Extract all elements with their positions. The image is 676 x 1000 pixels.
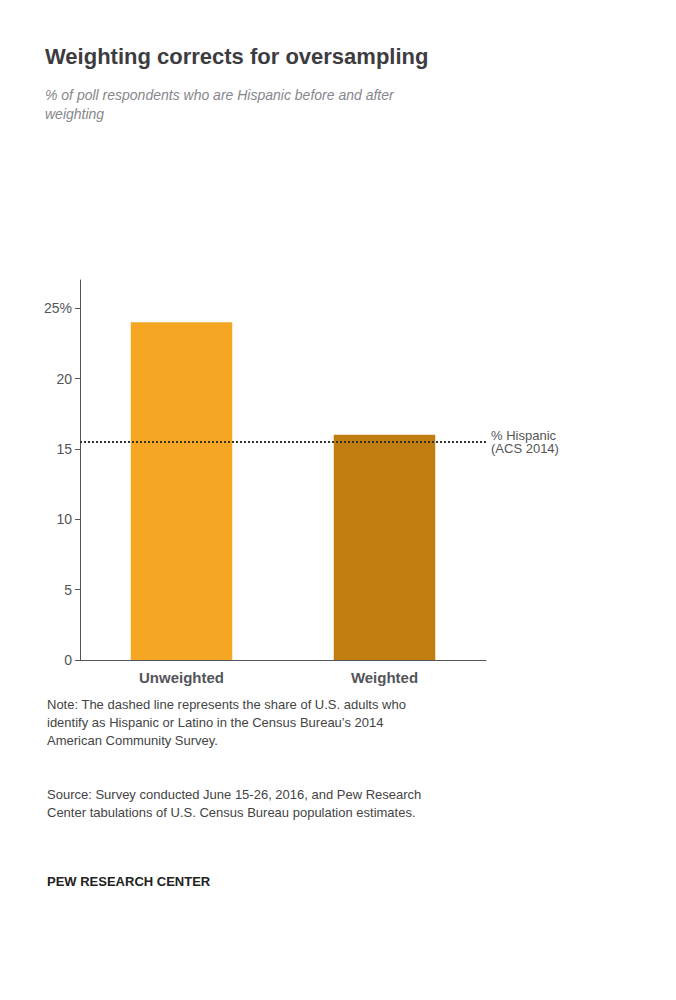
svg-text:(ACS 2014): (ACS 2014) [491,441,559,456]
svg-text:0: 0 [64,652,72,668]
svg-text:weighting: weighting [45,106,104,122]
svg-text:% of poll respondents who are: % of poll respondents who are Hispanic b… [45,87,395,103]
svg-text:25%: 25% [44,300,72,316]
svg-text:PEW RESEARCH CENTER: PEW RESEARCH CENTER [47,874,211,889]
svg-text:15: 15 [56,441,72,457]
svg-text:Note: The dashed line represen: Note: The dashed line represents the sha… [47,697,406,712]
svg-text:Weighting corrects for oversam: Weighting corrects for oversampling [45,44,428,69]
svg-text:10: 10 [56,511,72,527]
svg-text:Source: Survey conducted June: Source: Survey conducted June 15-26, 201… [47,787,421,802]
svg-text:Center tabulations of U.S. Cen: Center tabulations of U.S. Census Bureau… [47,805,416,820]
svg-text:American Community Survey.: American Community Survey. [47,733,218,748]
svg-text:Weighted: Weighted [351,669,418,686]
svg-text:% Hispanic: % Hispanic [491,427,556,443]
svg-text:identify as Hispanic or Latino: identify as Hispanic or Latino in the Ce… [47,715,384,730]
svg-text:20: 20 [56,371,72,387]
svg-text:5: 5 [64,582,72,598]
svg-text:Unweighted: Unweighted [139,669,224,686]
